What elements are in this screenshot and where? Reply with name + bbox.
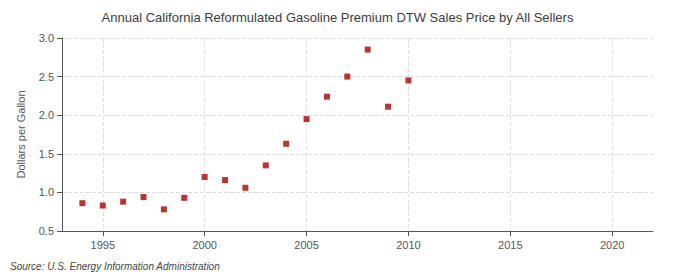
svg-text:2020: 2020 xyxy=(600,239,624,251)
svg-text:1.0: 1.0 xyxy=(39,186,54,198)
svg-text:Dollars per Gallon: Dollars per Gallon xyxy=(15,90,27,178)
svg-text:Annual California Reformulated: Annual California Reformulated Gasoline … xyxy=(102,10,574,25)
svg-text:2000: 2000 xyxy=(192,239,216,251)
svg-text:2010: 2010 xyxy=(396,239,420,251)
svg-text:1995: 1995 xyxy=(91,239,115,251)
svg-text:1.5: 1.5 xyxy=(39,148,54,160)
svg-text:Source: U.S. Energy Informatio: Source: U.S. Energy Information Administ… xyxy=(10,261,220,272)
svg-text:0.5: 0.5 xyxy=(39,225,54,237)
svg-text:2005: 2005 xyxy=(294,239,318,251)
svg-text:2.5: 2.5 xyxy=(39,71,54,83)
svg-text:2015: 2015 xyxy=(498,239,522,251)
svg-text:2.0: 2.0 xyxy=(39,109,54,121)
svg-text:3.0: 3.0 xyxy=(39,32,54,44)
